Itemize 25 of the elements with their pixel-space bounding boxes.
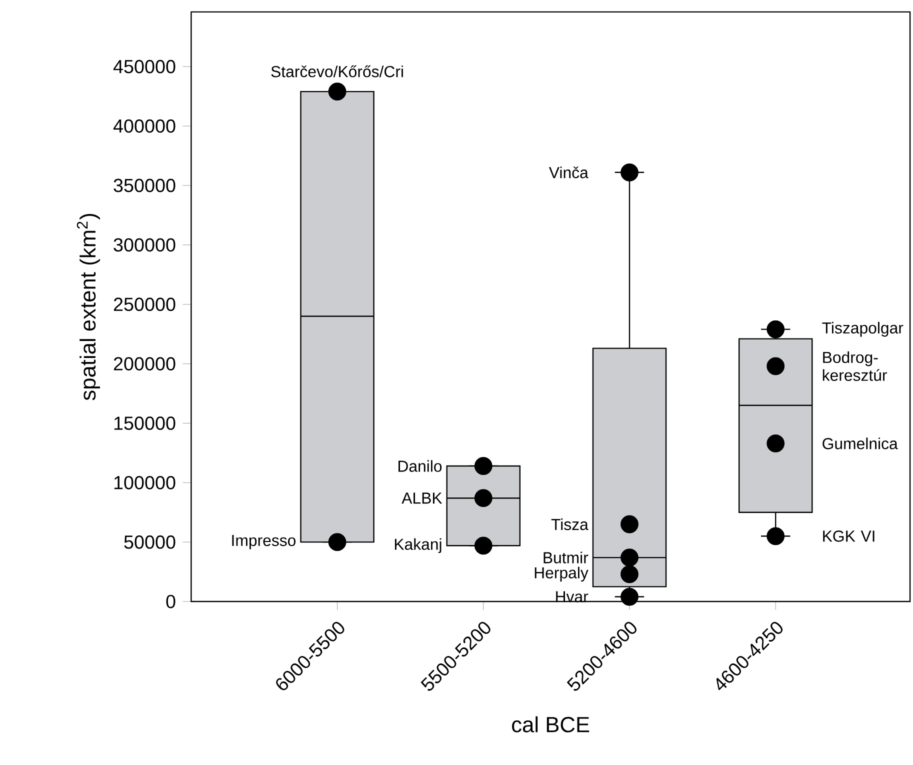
- x-axis-title: cal BCE: [512, 716, 590, 733]
- y-tick-label: 250000: [114, 298, 176, 312]
- y-tick-label: 150000: [114, 416, 176, 430]
- y-tick-label: 450000: [113, 60, 176, 74]
- annotation: Bodrog-keresztúr: [822, 352, 887, 382]
- annotation: Tiszapolgar: [822, 322, 904, 337]
- y-tick-label: 200000: [114, 357, 176, 371]
- annotation: Starčevo/Kőrős/Cri: [271, 66, 403, 78]
- annotation: Danilo: [398, 460, 442, 472]
- y-tick-label: 350000: [114, 178, 176, 192]
- y-tick-label: 400000: [113, 120, 176, 133]
- annotation: Impresso: [232, 535, 296, 550]
- y-tick-label: 100000: [114, 476, 176, 490]
- annotation: Butmir: [544, 552, 588, 564]
- y-tick-label: 300000: [114, 238, 176, 252]
- annotation: Kakanj: [394, 538, 442, 554]
- y-axis-title: spatial extent (km$^{2}$): [76, 214, 100, 400]
- y-tick-label: 0: [166, 595, 176, 608]
- annotation: ALBK: [402, 492, 442, 504]
- annotation: Herpaly: [534, 566, 588, 582]
- annotation: KGK VI: [823, 530, 874, 542]
- annotation: Tisza: [551, 518, 588, 530]
- annotation: Gumelnica: [822, 438, 898, 450]
- annotation: Vinča: [548, 166, 588, 178]
- y-tick-label: 50000: [124, 536, 176, 549]
